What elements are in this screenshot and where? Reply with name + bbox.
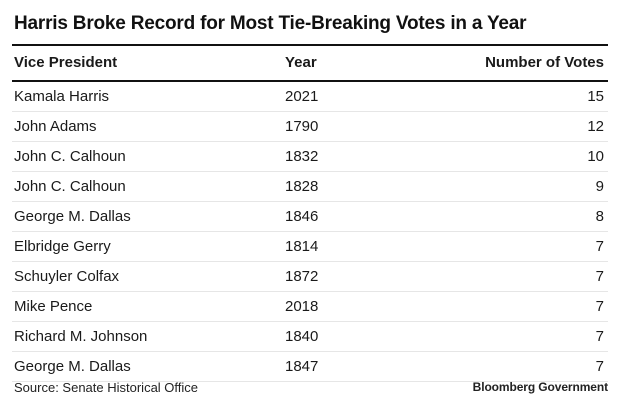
votes-cell: 8 bbox=[595, 208, 604, 225]
table-row: Kamala Harris 2021 15 bbox=[12, 82, 608, 112]
table-row: Mike Pence 2018 7 bbox=[12, 292, 608, 322]
votes-cell: 15 bbox=[587, 88, 604, 105]
table-row: John C. Calhoun 1828 9 bbox=[12, 172, 608, 202]
vice-president-cell: Richard M. Johnson bbox=[14, 328, 148, 345]
votes-cell: 9 bbox=[595, 178, 604, 195]
column-header-vice-president: Vice President bbox=[14, 54, 118, 71]
data-table: Vice President Year Number of Votes Kama… bbox=[12, 44, 608, 382]
votes-cell: 7 bbox=[595, 328, 604, 345]
vice-president-cell: Elbridge Gerry bbox=[14, 238, 111, 255]
table-row: Richard M. Johnson 1840 7 bbox=[12, 322, 608, 352]
votes-cell: 7 bbox=[595, 358, 604, 375]
year-cell: 1790 bbox=[285, 118, 319, 135]
year-cell: 1832 bbox=[285, 148, 319, 165]
table-row: Schuyler Colfax 1872 7 bbox=[12, 262, 608, 292]
vice-president-cell: Mike Pence bbox=[14, 298, 93, 315]
table-row: John C. Calhoun 1832 10 bbox=[12, 142, 608, 172]
year-cell: 1847 bbox=[285, 358, 319, 375]
votes-cell: 7 bbox=[595, 238, 604, 255]
vice-president-cell: John C. Calhoun bbox=[14, 148, 126, 165]
year-cell: 2021 bbox=[285, 88, 319, 105]
year-cell: 1828 bbox=[285, 178, 319, 195]
vice-president-cell: Schuyler Colfax bbox=[14, 268, 120, 285]
votes-cell: 10 bbox=[587, 148, 604, 165]
year-cell: 1814 bbox=[285, 238, 319, 255]
vice-president-cell: George M. Dallas bbox=[14, 358, 131, 375]
votes-cell: 7 bbox=[595, 268, 604, 285]
column-header-year: Year bbox=[285, 54, 317, 71]
footer: Source: Senate Historical Office Bloombe… bbox=[14, 380, 608, 395]
vice-president-cell: Kamala Harris bbox=[14, 88, 110, 105]
brand-credit: Bloomberg Government bbox=[472, 380, 608, 394]
table-row: George M. Dallas 1847 7 bbox=[12, 352, 608, 382]
table-row: George M. Dallas 1846 8 bbox=[12, 202, 608, 232]
year-cell: 1846 bbox=[285, 208, 319, 225]
year-cell: 2018 bbox=[285, 298, 319, 315]
votes-cell: 7 bbox=[595, 298, 604, 315]
year-cell: 1872 bbox=[285, 268, 319, 285]
chart-title: Harris Broke Record for Most Tie-Breakin… bbox=[14, 13, 527, 34]
table-row: Elbridge Gerry 1814 7 bbox=[12, 232, 608, 262]
table-row: John Adams 1790 12 bbox=[12, 112, 608, 142]
vice-president-cell: John C. Calhoun bbox=[14, 178, 126, 195]
vice-president-cell: John Adams bbox=[14, 118, 97, 135]
year-cell: 1840 bbox=[285, 328, 319, 345]
votes-cell: 12 bbox=[587, 118, 604, 135]
table-header-row: Vice President Year Number of Votes bbox=[12, 44, 608, 82]
source-note: Source: Senate Historical Office bbox=[14, 380, 199, 395]
vice-president-cell: George M. Dallas bbox=[14, 208, 131, 225]
column-header-number-of-votes: Number of Votes bbox=[485, 54, 604, 71]
